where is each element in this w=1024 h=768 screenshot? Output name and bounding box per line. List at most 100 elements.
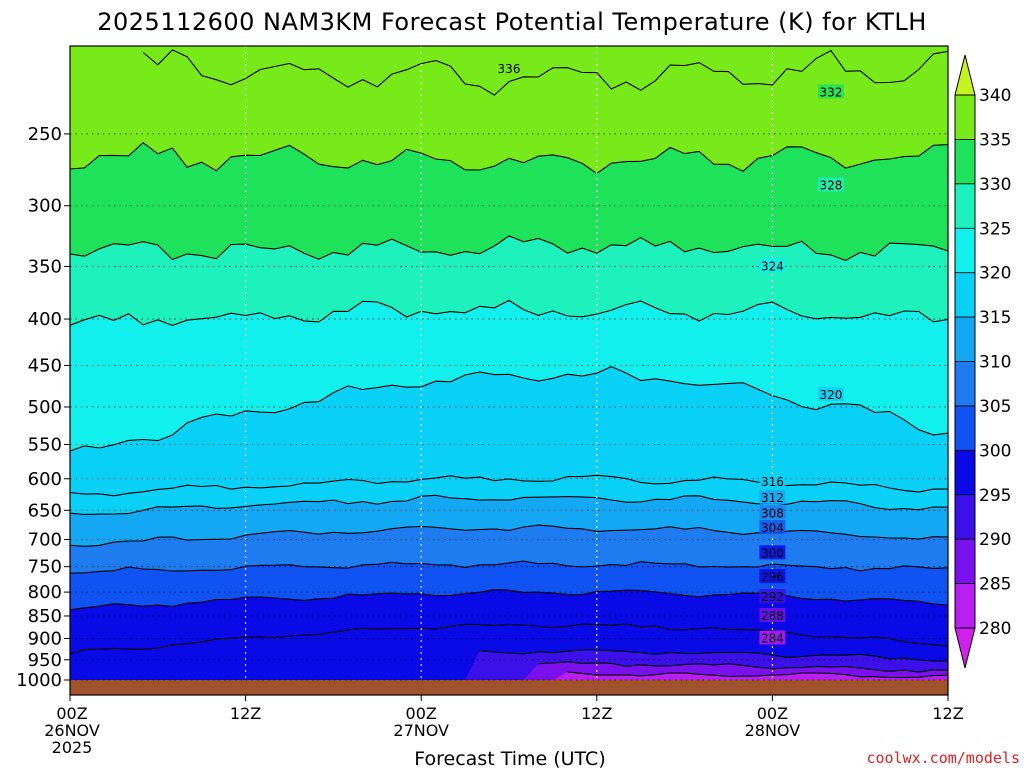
colorbar-label: 285 xyxy=(979,575,1011,595)
y-tick-label: 400 xyxy=(28,309,62,330)
fill-band-284 xyxy=(70,671,948,680)
contour-label-304: 304 xyxy=(761,521,784,535)
contour-label-bg xyxy=(817,386,844,401)
colorbar-label: 305 xyxy=(979,397,1011,417)
colorbar-bin-290 xyxy=(955,494,975,540)
x-tick-label: 12Z xyxy=(932,704,963,723)
colorbar-bin-310 xyxy=(955,317,975,362)
colorbar-label: 280 xyxy=(979,619,1011,639)
y-tick-label: 300 xyxy=(28,196,62,217)
contour-label-328: 328 xyxy=(819,179,842,193)
contour-line-312 xyxy=(69,494,949,515)
x-tick-label: 00Z xyxy=(56,704,87,723)
y-tick-label: 450 xyxy=(28,355,62,376)
y-tick-label: 950 xyxy=(28,650,62,671)
contour-line-296 xyxy=(69,623,949,655)
colorbar-label: 315 xyxy=(979,308,1011,328)
contour-label-bg xyxy=(759,258,786,273)
contour-line-304 xyxy=(69,560,949,574)
y-tick-label: 600 xyxy=(28,469,62,490)
contour-label-bg xyxy=(759,474,786,489)
x-tick-label: 26NOV xyxy=(44,721,100,740)
ground-strip xyxy=(70,680,948,695)
x-axis-label: Forecast Time (UTC) xyxy=(414,748,605,768)
contour-line-288 xyxy=(538,661,949,673)
contour-line-332 xyxy=(69,141,949,175)
y-tick-label: 750 xyxy=(28,557,62,578)
contour-label-316: 316 xyxy=(761,475,784,489)
contour-line-308 xyxy=(69,524,949,547)
contour-line-292 xyxy=(479,649,948,662)
contour-label-bg xyxy=(496,60,522,75)
colorbar-bin-330 xyxy=(955,139,975,184)
colorbar-label: 330 xyxy=(979,175,1011,195)
x-tick-label: 28NOV xyxy=(745,721,801,740)
colorbar-label: 300 xyxy=(979,441,1011,461)
x-tick-label: 00Z xyxy=(406,704,437,723)
contour-label-bg xyxy=(759,505,786,520)
contour-label-312: 312 xyxy=(761,491,784,505)
y-tick-label: 850 xyxy=(28,606,62,627)
contour-label-bg xyxy=(759,520,786,535)
colorbar-label: 340 xyxy=(979,86,1011,106)
axes: 2503003504004505005506006507007508008509… xyxy=(16,45,964,757)
contour-label-336: 336 xyxy=(498,62,521,76)
contour-label-bg xyxy=(817,177,844,192)
colorbar-bin-325 xyxy=(955,183,975,229)
chart-title: 2025112600 NAM3KM Forecast Potential Tem… xyxy=(97,8,927,36)
colorbar-label: 310 xyxy=(979,353,1011,373)
colorbar-top-arrow xyxy=(954,54,976,96)
colorbar-label: 335 xyxy=(979,130,1011,150)
contour-label-bg xyxy=(759,588,786,603)
plot-frame xyxy=(69,45,949,696)
contour-line-300 xyxy=(69,589,949,611)
colorbar-bin-305 xyxy=(955,361,975,406)
contour-line-328 xyxy=(69,235,949,262)
grid xyxy=(70,46,948,681)
theta-fill xyxy=(70,46,948,680)
colorbar-label: 290 xyxy=(979,530,1011,550)
contour-label-bg xyxy=(759,607,786,622)
colorbar-label: 320 xyxy=(979,264,1011,284)
y-tick-label: 1000 xyxy=(16,670,62,691)
contour-label-292: 292 xyxy=(761,590,784,604)
colorbar-bin-300 xyxy=(955,405,975,451)
contour-label-320: 320 xyxy=(819,388,842,402)
contour-label-bg xyxy=(817,84,844,99)
contour-label-bg xyxy=(759,545,786,560)
x-tick-label: 27NOV xyxy=(393,721,449,740)
y-tick-label: 650 xyxy=(28,500,62,521)
ground xyxy=(70,680,948,695)
contour-label-288: 288 xyxy=(761,609,784,623)
contour-label-bg xyxy=(759,630,786,645)
contour-label-300: 300 xyxy=(761,546,784,560)
contour-label-bg xyxy=(759,489,786,504)
colorbar-label: 295 xyxy=(979,486,1011,506)
y-tick-label: 900 xyxy=(28,628,62,649)
contour-label-308: 308 xyxy=(761,506,784,520)
contour-label-296: 296 xyxy=(761,570,784,584)
y-tick-label: 550 xyxy=(28,434,62,455)
contour-line-320 xyxy=(69,365,949,452)
contour-line-324 xyxy=(69,299,949,326)
fill-band-288 xyxy=(70,661,948,680)
y-tick-label: 500 xyxy=(28,397,62,418)
colorbar-bin-285 xyxy=(955,539,975,584)
y-tick-label: 250 xyxy=(28,124,62,145)
contour-label-324: 324 xyxy=(761,259,784,273)
y-tick-label: 350 xyxy=(28,256,62,277)
contour-line-284 xyxy=(567,671,949,679)
colorbar-bin-320 xyxy=(955,228,975,273)
colorbar: 340 335 330 325 320 315 310 305 300 295 290 285 280 xyxy=(954,54,1011,669)
x-tick-label: 12Z xyxy=(581,704,612,723)
colorbar-bin-335 xyxy=(955,95,975,140)
colorbar-bottom-arrow xyxy=(954,627,976,669)
x-tick-label: 00Z xyxy=(757,704,788,723)
colorbar-bin-280 xyxy=(955,583,975,628)
theta-contours xyxy=(69,49,949,679)
y-tick-label: 800 xyxy=(28,582,62,603)
credit-text: coolwx.com/models xyxy=(866,749,1020,767)
y-tick-label: 700 xyxy=(28,529,62,550)
